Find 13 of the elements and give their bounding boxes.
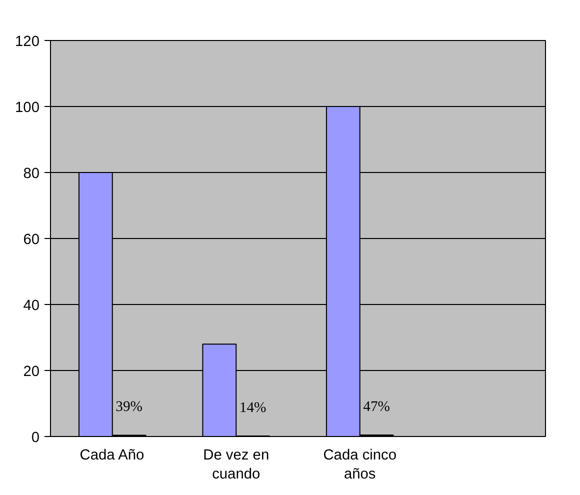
y-tick-label: 0: [31, 430, 40, 446]
data-label: 47%: [363, 398, 390, 415]
y-tick-label: 120: [15, 34, 40, 50]
x-tick-label: Cada Año: [80, 448, 144, 464]
y-tick-label: 20: [23, 364, 40, 380]
data-label: 39%: [116, 399, 143, 416]
x-tick-label: De vez en cuando: [203, 448, 270, 483]
data-label: 14%: [239, 400, 266, 416]
y-tick-label: 60: [23, 232, 40, 248]
y-tick-label: 40: [23, 298, 40, 314]
y-tick-label: 100: [15, 100, 40, 116]
y-tick-label: 80: [23, 166, 40, 182]
x-tick-label: Cada cinco años: [323, 448, 397, 483]
